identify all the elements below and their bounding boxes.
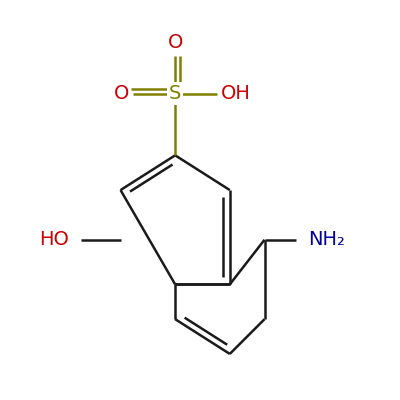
Text: S: S [169,84,181,103]
Text: O: O [114,84,130,103]
Text: HO: HO [39,230,69,249]
Text: NH₂: NH₂ [308,230,345,249]
Text: O: O [168,33,183,52]
Text: OH: OH [221,84,251,103]
